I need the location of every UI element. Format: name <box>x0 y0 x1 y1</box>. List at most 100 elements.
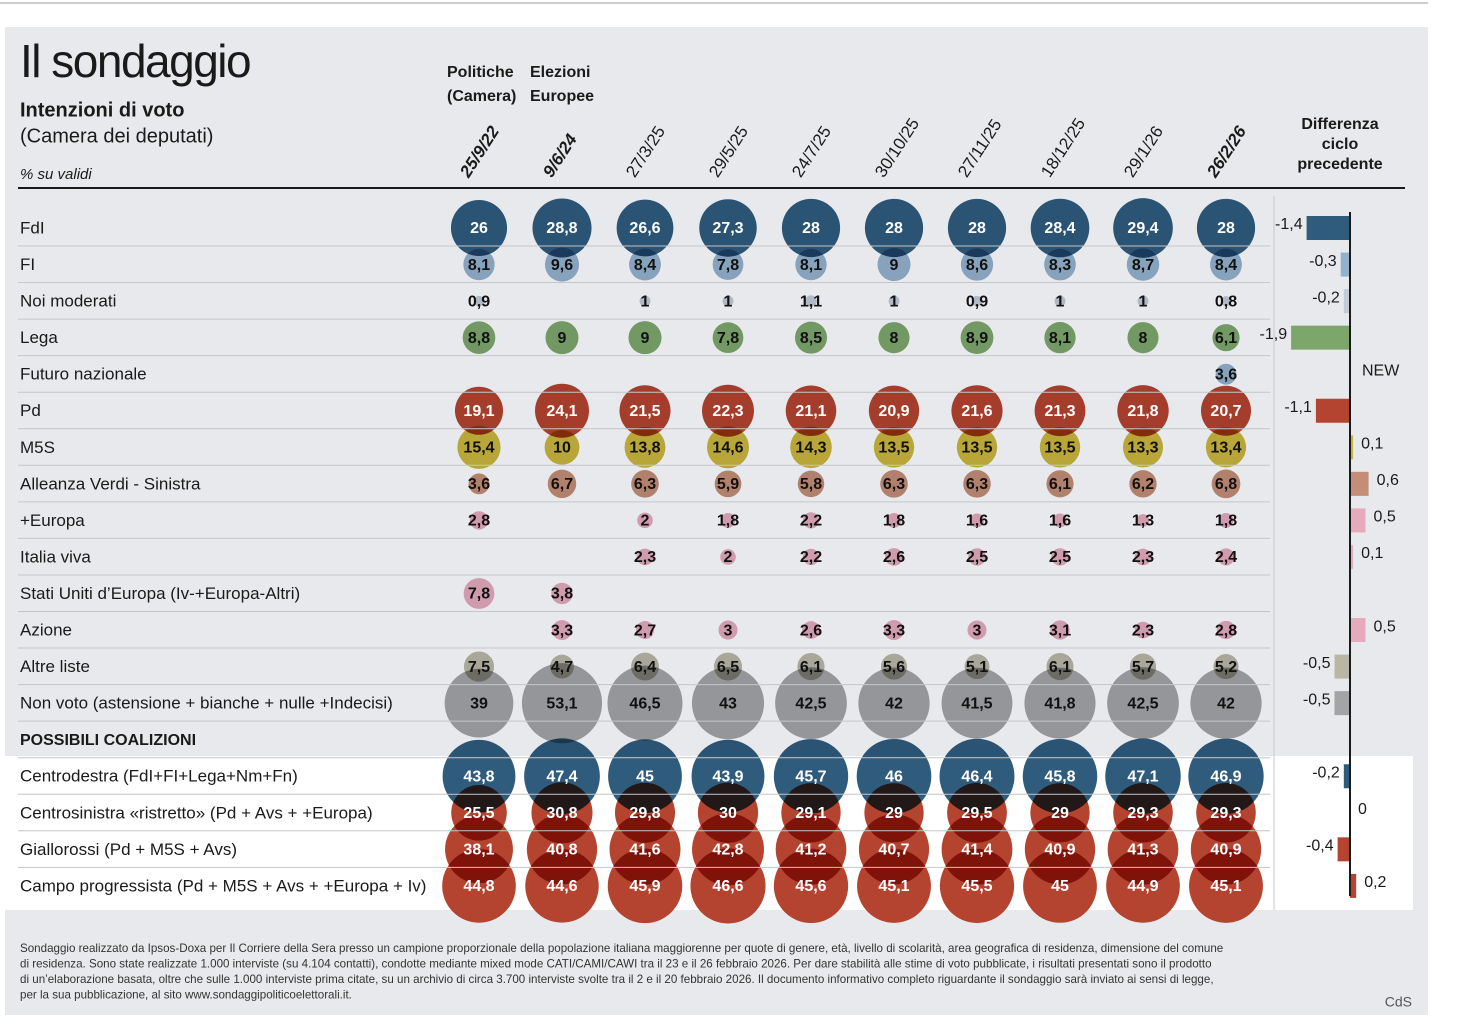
value-label: 13,8 <box>629 440 660 457</box>
value-label: 41,5 <box>961 695 992 712</box>
value-label: 26 <box>470 220 488 237</box>
bubble <box>1030 198 1090 258</box>
column-note: Europee <box>530 88 594 105</box>
value-label: 6,5 <box>717 659 739 676</box>
row-label: Lega <box>20 328 58 347</box>
value-label: 8,6 <box>966 257 988 274</box>
value-label: 29 <box>885 805 903 822</box>
row-label: Centrosinistra «ristretto» (Pd + Avs + +… <box>20 803 373 822</box>
row-label: +Europa <box>20 511 85 530</box>
value-label: 8,1 <box>800 257 822 274</box>
diff-bar <box>1350 471 1369 496</box>
bubble <box>878 322 910 354</box>
bubble <box>864 198 924 258</box>
value-label: 21,3 <box>1044 403 1075 420</box>
value-label: 29,5 <box>961 805 992 822</box>
value-label: 42,8 <box>712 842 743 859</box>
bubble <box>544 429 580 465</box>
bubble <box>1044 248 1076 281</box>
value-label: 6,7 <box>551 476 573 493</box>
bubble <box>1196 198 1256 258</box>
value-label: 3 <box>724 622 733 639</box>
bubble <box>877 248 911 282</box>
bubble <box>880 470 908 498</box>
diff-bar <box>1315 398 1350 423</box>
bubble <box>521 663 603 744</box>
value-label: 1,8 <box>1215 513 1237 530</box>
bubble <box>805 295 817 307</box>
bubble <box>1053 513 1067 528</box>
value-label: 8 <box>890 330 899 347</box>
bubble <box>960 248 994 281</box>
subtitle2: (Camera dei deputati) <box>20 125 213 147</box>
bubble <box>551 582 573 605</box>
diff-label: -0,5 <box>1303 655 1331 672</box>
diff-title: ciclo <box>1322 136 1359 153</box>
diff-label: 0 <box>1358 801 1367 818</box>
value-label: 3,3 <box>551 622 573 639</box>
value-label: 3,1 <box>1049 622 1071 639</box>
value-label: 1,6 <box>1049 513 1071 530</box>
value-label: 19,1 <box>463 403 494 420</box>
value-label: 1,8 <box>883 513 905 530</box>
diff-label: -0,5 <box>1303 691 1331 708</box>
value-label: 8 <box>1139 330 1148 347</box>
bubble <box>802 621 820 639</box>
value-label: 1 <box>724 293 733 310</box>
bubble <box>552 620 572 641</box>
bubble <box>884 620 904 641</box>
value-label: 8,4 <box>1215 257 1237 274</box>
bubble <box>1217 548 1235 566</box>
section-title: POSSIBILI COALIZIONI <box>20 732 196 749</box>
value-label: 2,2 <box>800 513 822 530</box>
bubble <box>720 549 736 565</box>
title: Il sondaggio <box>20 35 250 87</box>
value-label: 45,5 <box>961 878 992 895</box>
value-label: 7,8 <box>717 330 739 347</box>
value-label: 43 <box>719 695 737 712</box>
value-label: 38,1 <box>463 842 494 859</box>
bubble <box>960 321 994 355</box>
value-label: 4,7 <box>551 659 573 676</box>
value-label: 46,9 <box>1210 768 1241 785</box>
value-label: 41,6 <box>629 842 660 859</box>
diff-bar <box>1350 873 1357 898</box>
value-label: 3 <box>973 622 982 639</box>
value-label: 45,7 <box>795 768 826 785</box>
bubble <box>888 295 900 307</box>
value-label: 28,4 <box>1044 220 1075 237</box>
diff-bar <box>1334 654 1350 679</box>
value-label: 2,5 <box>1049 549 1071 566</box>
value-label: 21,8 <box>1127 403 1158 420</box>
value-label: 8,8 <box>468 330 490 347</box>
bubble <box>468 473 490 495</box>
row-label: Futuro nazionale <box>20 365 147 384</box>
value-label: 3,6 <box>1215 366 1237 383</box>
value-label: 45 <box>1051 878 1069 895</box>
value-label: 42,5 <box>1127 695 1158 712</box>
row-label: Pd <box>20 401 41 420</box>
bubble <box>639 295 651 307</box>
value-label: 40,7 <box>878 842 909 859</box>
value-label: 40,9 <box>1210 842 1241 859</box>
bubble <box>720 513 736 528</box>
bubble <box>1113 198 1173 258</box>
value-label: 44,9 <box>1127 878 1158 895</box>
value-label: 40,8 <box>546 842 577 859</box>
value-label: 45,1 <box>878 878 909 895</box>
diff-label: 0,6 <box>1377 472 1399 489</box>
bubble <box>712 249 744 280</box>
bubble <box>462 321 496 354</box>
bubble <box>951 385 1003 437</box>
value-label: 8,3 <box>1049 257 1071 274</box>
bubble <box>1127 322 1159 354</box>
bubble <box>631 470 659 498</box>
credit: CdS <box>1385 994 1412 1010</box>
diff-bar <box>1334 691 1350 716</box>
footer-note: di residenza. Sono state realizzate 1.00… <box>20 958 1212 971</box>
value-label: 13,3 <box>1127 440 1158 457</box>
value-label: 2,7 <box>634 622 656 639</box>
row-label: FdI <box>20 218 45 237</box>
value-label: 5,7 <box>1132 659 1154 676</box>
